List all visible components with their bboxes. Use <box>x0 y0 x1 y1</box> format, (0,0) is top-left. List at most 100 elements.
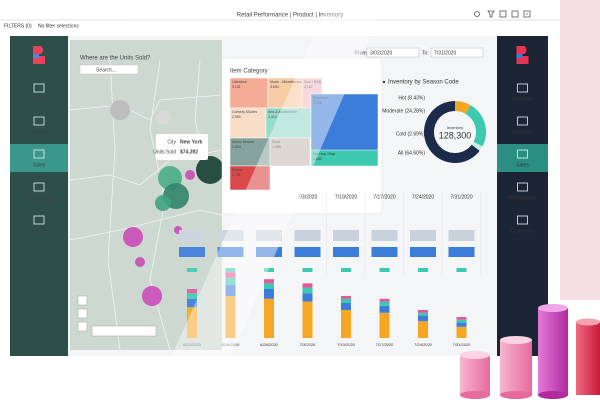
treemap-cell[interactable] <box>267 77 303 109</box>
stacked-bar <box>225 284 236 296</box>
timeline-bar <box>256 247 282 257</box>
nav-label[interactable]: Inventory <box>512 129 533 135</box>
stacked-bar <box>456 319 467 323</box>
stacked-bar <box>456 322 467 327</box>
treemap-cell[interactable] <box>269 137 311 167</box>
timeline-bar <box>410 230 436 241</box>
treemap-cell[interactable] <box>229 165 271 191</box>
top-bar <box>0 0 560 32</box>
treemap-value: 2,731 <box>232 173 241 177</box>
nav-label[interactable]: Customers <box>510 228 535 234</box>
date-input[interactable] <box>366 47 420 58</box>
timeline-bar <box>187 268 197 272</box>
nav-icon <box>517 149 528 159</box>
stacked-bar <box>418 310 428 313</box>
logo <box>516 46 529 64</box>
timeline-bar <box>294 247 321 257</box>
timeline-bar <box>456 268 467 272</box>
donut-center-value: 128,300 <box>439 130 472 140</box>
treemap-label: Hip Hop / Rap <box>313 152 335 156</box>
treemap-label: Action Movies <box>232 140 254 144</box>
treemap-label: Drama <box>232 168 243 172</box>
filter-note: No filter selections <box>38 23 79 29</box>
treemap-cell[interactable] <box>229 137 271 167</box>
decor-cylinders <box>460 304 600 399</box>
logo <box>33 54 39 58</box>
donut-title: Inventory by Season Code <box>388 80 459 86</box>
treemap-value: 2,096 <box>313 101 322 105</box>
column-date: 7/10/2020 <box>335 194 357 200</box>
treemap-label: Rock <box>272 140 280 144</box>
stacked-bar <box>341 298 351 303</box>
timeline-bar <box>294 230 321 241</box>
filters-button[interactable]: FILTERS (0) <box>4 23 32 29</box>
nav-label[interactable]: Inventory <box>29 129 50 135</box>
donut-segment <box>454 101 471 115</box>
stacked-bar <box>456 317 467 320</box>
treemap-label: Music - Miscellaneous <box>270 80 305 84</box>
timeline-bar <box>418 268 428 272</box>
treemap-value: 2,412 <box>268 115 277 119</box>
toolbar-icons[interactable] <box>474 10 531 18</box>
treemap-cell[interactable] <box>229 77 269 109</box>
stacked-bar <box>379 298 390 302</box>
nav-label[interactable]: Overview <box>29 96 50 102</box>
x-date: 6/19/2020 <box>222 342 241 347</box>
timeline-bar <box>217 230 244 241</box>
treemap-cell[interactable] <box>310 149 379 167</box>
from-date: 3/02/2020 <box>370 50 392 56</box>
timeline-bar <box>225 268 236 272</box>
stacked-bar <box>379 312 390 338</box>
logo <box>516 54 523 58</box>
column-date: 7/17/2020 <box>373 194 395 200</box>
treemap-value: 3,653 <box>270 85 279 89</box>
nav-label[interactable]: Sales <box>516 162 529 168</box>
nav-label[interactable]: Sales <box>33 162 46 168</box>
search-box[interactable] <box>79 64 139 75</box>
nav-label[interactable]: Overview <box>512 96 533 102</box>
timeline-bar <box>302 268 313 272</box>
treemap-value: 2,804 <box>232 145 241 149</box>
tooltip-label: City <box>167 139 176 145</box>
map-controls[interactable] <box>77 295 157 337</box>
timeline-bar <box>371 230 398 241</box>
timeline-bar <box>410 247 436 257</box>
stacked-bar <box>456 326 467 338</box>
date-input[interactable] <box>430 47 484 58</box>
treemap-value: 2,950 <box>232 115 241 119</box>
nav-label[interactable]: Performance <box>508 195 537 201</box>
nav-label[interactable]: Customers <box>27 228 52 234</box>
timeline-bar <box>217 247 244 257</box>
column-date: 7/3/2020 <box>298 194 318 200</box>
timeline-bar <box>333 247 359 257</box>
column-date: 7/31/2020 <box>450 194 472 200</box>
stacked-bar <box>187 307 197 338</box>
treemap-label: Comedy Movies <box>232 110 257 114</box>
stacked-bar <box>264 283 274 289</box>
stacked-bar <box>264 279 274 284</box>
treemap-value: 1,542 <box>313 157 322 161</box>
stacked-bar <box>341 296 351 299</box>
stacked-bar <box>302 293 313 302</box>
to-date: 7/31/2020 <box>434 50 456 56</box>
nav-label[interactable]: Performance <box>25 195 54 201</box>
stacked-bar <box>379 301 390 306</box>
timeline-bar <box>379 268 390 272</box>
stacked-bar <box>418 321 428 338</box>
treemap-cell[interactable] <box>229 107 267 139</box>
treemap-label: Literature <box>232 80 247 84</box>
stacked-bar <box>302 301 313 338</box>
map-bubbles <box>110 100 224 306</box>
stacked-bar <box>418 315 428 322</box>
treemap-cell[interactable] <box>265 107 312 139</box>
donut-segment <box>471 141 483 151</box>
x-date: 6/12/2020 <box>183 342 202 347</box>
bullet <box>382 80 386 84</box>
stacked-bar <box>187 289 197 294</box>
logo <box>33 46 45 64</box>
donut-label: Moderate (24.28%) <box>382 108 425 114</box>
nav-icon <box>33 182 45 192</box>
stacked-bar <box>341 303 351 310</box>
x-date: 7/10/2020 <box>337 342 356 347</box>
